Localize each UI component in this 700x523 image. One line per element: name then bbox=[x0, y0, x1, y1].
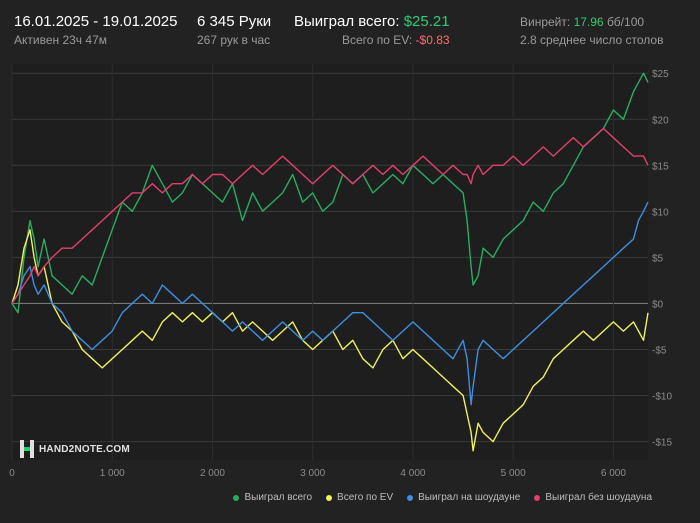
won-total-label: Выиграл всего: bbox=[294, 13, 400, 30]
hand2note-logo-icon bbox=[20, 440, 34, 458]
winrate: Винрейт: 17.96 бб/100 bbox=[520, 15, 644, 29]
series-non-showdown bbox=[11, 127, 649, 304]
series-showdown bbox=[11, 201, 649, 406]
x-tick-label: 2 000 bbox=[200, 468, 225, 479]
avg-tables: 2.8 среднее число столов bbox=[520, 33, 664, 47]
y-tick-label: $10 bbox=[652, 207, 669, 218]
won-total-value: $25.21 bbox=[403, 13, 450, 30]
won-total: Выиграл всего: $25.21 bbox=[294, 13, 450, 30]
chart-legend: Выиграл всего Всего по EV Выиграл на шоу… bbox=[233, 492, 652, 503]
hand2note-logo: HAND2NOTE.COM bbox=[20, 440, 130, 458]
legend-dot-ev-total bbox=[326, 494, 333, 501]
profit-chart: $25 $20 $15 $10 $5 $0 -$5 -$10 -$15 0 1 000 2 000 3 … bbox=[9, 64, 672, 479]
ev-total-value: -$0.83 bbox=[415, 33, 450, 47]
legend-label-non-showdown: Выиграл без шоудауна bbox=[545, 492, 652, 503]
stats-header: 16.01.2025 - 19.01.2025 Активен 23ч 47м … bbox=[0, 0, 700, 52]
legend-item-showdown[interactable]: Выиграл на шоудауне bbox=[407, 492, 520, 503]
legend-dot-won-total bbox=[233, 494, 240, 501]
y-tick-label: $20 bbox=[652, 115, 669, 126]
x-tick-label: 4 000 bbox=[400, 468, 425, 479]
y-tick-label: -$10 bbox=[652, 392, 672, 403]
legend-item-ev-total[interactable]: Всего по EV bbox=[326, 492, 393, 503]
y-tick-label: $15 bbox=[652, 161, 669, 172]
x-tick-label: 0 bbox=[9, 468, 15, 479]
ev-total-label: Всего по EV: bbox=[342, 33, 413, 47]
x-tick-label: 1 000 bbox=[100, 468, 125, 479]
winrate-unit: бб/100 bbox=[606, 15, 645, 29]
x-tick-label: 6 000 bbox=[601, 468, 626, 479]
legend-label-ev-total: Всего по EV bbox=[337, 492, 394, 503]
graph-area: $25 $20 $15 $10 $5 $0 -$5 -$10 -$15 0 1 000 2 000 3 … bbox=[0, 52, 700, 518]
plot-area bbox=[12, 64, 648, 460]
legend-label-won-total: Выиграл всего bbox=[244, 492, 313, 503]
x-tick-label: 3 000 bbox=[300, 468, 325, 479]
y-tick-label: $0 bbox=[652, 299, 664, 310]
legend-label-showdown: Выиграл на шоудауне bbox=[418, 492, 521, 503]
y-tick-label: $25 bbox=[652, 69, 669, 80]
x-tick-label: 5 000 bbox=[501, 468, 526, 479]
winrate-label: Винрейт: bbox=[520, 15, 571, 29]
series-won-total bbox=[11, 72, 649, 314]
winrate-value: 17.96 bbox=[573, 15, 604, 29]
legend-item-won-total[interactable]: Выиграл всего bbox=[233, 492, 312, 503]
active-time: Активен 23ч 47м bbox=[14, 33, 107, 47]
y-tick-label: $5 bbox=[652, 253, 664, 264]
date-range: 16.01.2025 - 19.01.2025 bbox=[14, 13, 178, 30]
ev-total: Всего по EV: -$0.83 bbox=[342, 33, 450, 47]
hands-count: 6 345 Руки bbox=[197, 13, 272, 30]
hands-per-hour: 267 рук в час bbox=[197, 33, 271, 47]
series-ev-total bbox=[11, 229, 649, 452]
legend-dot-non-showdown bbox=[534, 494, 541, 501]
y-tick-label: -$15 bbox=[652, 438, 672, 449]
legend-item-non-showdown[interactable]: Выиграл без шоудауна bbox=[534, 492, 652, 503]
hand2note-logo-text: HAND2NOTE.COM bbox=[39, 443, 130, 455]
legend-dot-showdown bbox=[407, 494, 414, 501]
y-tick-label: -$5 bbox=[652, 345, 667, 356]
